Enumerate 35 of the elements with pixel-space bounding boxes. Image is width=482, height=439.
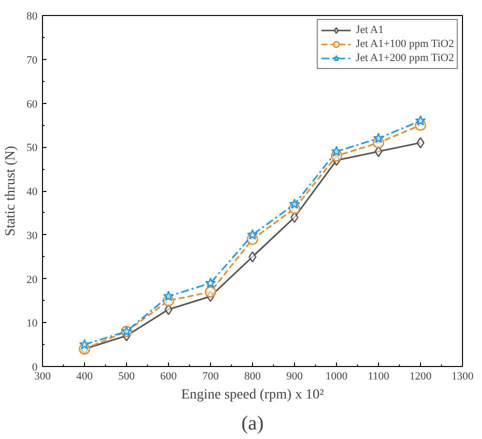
x-tick-label: 500 — [118, 370, 136, 382]
point — [373, 132, 384, 144]
text: (a) — [241, 412, 264, 434]
x-tick-label: 800 — [244, 370, 262, 382]
y-tick-label: 0 — [32, 362, 38, 374]
point — [205, 277, 216, 288]
point — [163, 290, 174, 301]
point — [331, 146, 342, 156]
y-tick-label: 40 — [26, 186, 38, 198]
x-tick-label: 1300 — [452, 370, 474, 382]
y-axis-title: Static thrust (N) — [4, 146, 18, 236]
legend-label: Jet A1+200 ppm TiO2 — [356, 51, 454, 65]
x-tick-label: 1200 — [410, 370, 432, 382]
x-axis-title: Engine speed (rpm) x 10² — [181, 388, 324, 402]
x-tick-label: 300 — [34, 370, 52, 382]
x-tick-label: 900 — [286, 370, 304, 382]
y-tick-label: 10 — [26, 318, 38, 330]
y-tick-label: 20 — [26, 274, 38, 286]
y-tick-label: 60 — [26, 98, 38, 110]
x-tick-label: 1100 — [368, 370, 390, 382]
point — [204, 286, 216, 298]
point — [79, 338, 90, 350]
point — [247, 229, 258, 240]
y-tick-label: 30 — [26, 230, 38, 242]
y-tick-label: 50 — [26, 142, 38, 154]
y-tick-label: 80 — [26, 10, 38, 22]
x-tick-label: 700 — [202, 370, 220, 382]
x-tick-label: 400 — [76, 370, 94, 382]
point — [289, 198, 300, 209]
legend-label: Jet A1+100 ppm TiO2 — [356, 37, 454, 51]
x-tick-label: 1000 — [326, 370, 348, 382]
point — [415, 115, 426, 126]
legend-label: Jet A1 — [356, 23, 384, 37]
y-tick-label: 70 — [26, 54, 38, 66]
x-tick-label: 600 — [160, 370, 178, 382]
